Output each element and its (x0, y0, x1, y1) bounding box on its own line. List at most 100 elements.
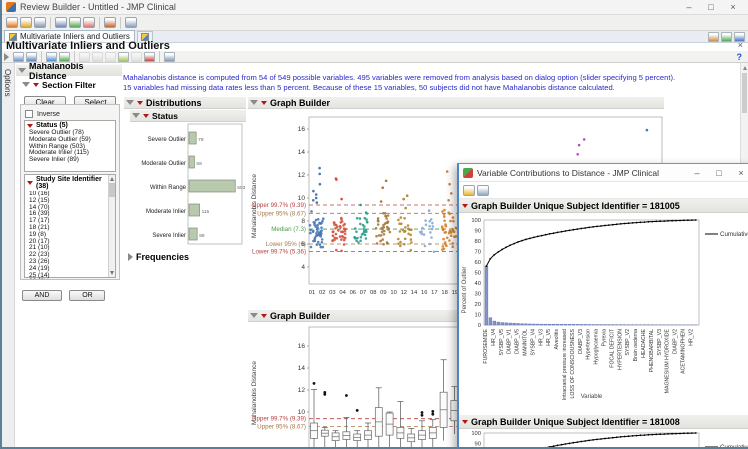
help-icon[interactable] (734, 32, 745, 42)
rerun-icon[interactable] (59, 51, 70, 62)
list-item[interactable]: Moderate Inlier (115) (29, 149, 89, 157)
red-triangle-menu-icon[interactable] (137, 100, 143, 105)
svg-text:50: 50 (475, 271, 481, 277)
scroll-thumb[interactable] (109, 183, 115, 197)
remove-icon[interactable] (83, 17, 95, 28)
disclosure-open-icon[interactable] (250, 100, 258, 105)
new-tab-button[interactable] (136, 31, 153, 42)
list-item[interactable]: 25 (14) (29, 271, 50, 279)
list-item[interactable]: 17 (17) (29, 217, 50, 225)
options-panel-strip[interactable]: Options (2, 63, 15, 447)
svg-text:14: 14 (298, 365, 306, 372)
check-icon[interactable] (721, 32, 732, 42)
list-item[interactable]: 16 (39) (29, 210, 50, 218)
disclosure-open-icon[interactable] (126, 100, 134, 105)
pareto-chart-181008[interactable]: 0102030405060708090100Cumulative Percent (459, 429, 748, 447)
list-item[interactable]: 24 (19) (29, 264, 50, 272)
red-triangle-menu-icon[interactable] (462, 419, 468, 424)
list-item[interactable]: 14 (70) (29, 203, 50, 211)
disclosure-open-icon[interactable] (250, 313, 258, 318)
settings-gear-icon[interactable] (125, 17, 137, 28)
list-item[interactable]: Within Range (503) (29, 142, 85, 150)
float-close-button[interactable]: × (738, 167, 744, 178)
scroll-down-icon[interactable] (110, 271, 114, 275)
disclosure-open-icon[interactable] (22, 82, 30, 87)
site-list-scrollbar[interactable] (108, 175, 115, 277)
close-report-icon[interactable] (164, 51, 175, 62)
new-review-icon[interactable] (6, 17, 18, 28)
float-title-bar[interactable]: Variable Contributions to Distance - JMP… (459, 164, 748, 182)
section-toolbar: ? (2, 50, 748, 63)
status-filter-list: Status (5) Severe Outlier (78) Moderate O… (24, 120, 116, 172)
subject-181008-header[interactable]: Graph Builder Unique Subject Identifier … (459, 415, 748, 429)
save-icon[interactable] (34, 17, 46, 28)
list-item[interactable]: 22 (23) (29, 251, 50, 259)
list-item[interactable]: 21 (10) (29, 244, 50, 252)
status-chart-header[interactable]: Status (130, 110, 246, 122)
list-item[interactable]: 19 (8) (29, 230, 46, 238)
disclosure-open-icon[interactable] (132, 113, 140, 118)
svg-text:MAGNESIUM HYDROXIDE: MAGNESIUM HYDROXIDE (665, 328, 671, 393)
scroll-thumb[interactable] (742, 73, 747, 113)
disclosure-open-icon[interactable] (18, 68, 26, 73)
status-bar-chart[interactable]: Severe Outlier 78 Moderate Outlier 59 Within… (124, 122, 246, 248)
lasso-icon[interactable] (477, 184, 489, 196)
help-icon[interactable]: ? (736, 51, 743, 62)
list-item[interactable]: 12 (15) (29, 196, 50, 204)
data-table-icon[interactable] (463, 184, 475, 196)
close-section-icon[interactable]: × (737, 40, 743, 50)
close-button[interactable]: × (730, 2, 736, 12)
list-item[interactable]: 23 (26) (29, 257, 50, 265)
svg-text:09: 09 (380, 290, 386, 296)
disclosure-collapsed-icon[interactable] (128, 253, 133, 261)
user-icon[interactable] (708, 32, 719, 42)
inverse-checkbox[interactable] (25, 110, 33, 118)
red-triangle-menu-icon[interactable] (27, 123, 33, 128)
tab-multivariate-inliers-outliers[interactable]: Multivariate Inliers and Outliers (4, 30, 135, 42)
svg-text:Upper 99.7% (9.39): Upper 99.7% (9.39) (252, 202, 306, 209)
maximize-button[interactable]: □ (708, 2, 714, 12)
list-item[interactable]: 18 (21) (29, 223, 50, 231)
list-item[interactable]: Moderate Outlier (59) (29, 135, 91, 143)
red-triangle-menu-icon[interactable] (462, 203, 468, 208)
svg-text:10: 10 (298, 409, 306, 416)
mahalanobis-outline-header[interactable]: Mahalanobis Distance (16, 63, 122, 81)
collapse-toolbar-icon[interactable] (4, 52, 9, 61)
svg-text:07: 07 (360, 290, 366, 296)
list-item[interactable]: Severe Inlier (89) (29, 156, 79, 164)
red-triangle-menu-icon[interactable] (27, 181, 33, 185)
new-section-icon[interactable] (26, 51, 37, 62)
add-graph-icon[interactable] (69, 17, 81, 28)
pareto-chart-181005[interactable]: 0 10 20 30 40 50 60 70 80 90 100 Percent of Outlier… (459, 213, 748, 410)
frequencies-header[interactable]: Frequencies (126, 251, 204, 263)
preview-icon[interactable] (55, 17, 67, 28)
list-item[interactable]: 10 (16) (29, 191, 50, 197)
restore-section-icon[interactable] (13, 51, 24, 62)
scroll-up-icon[interactable] (742, 66, 747, 70)
marker-icon[interactable] (118, 51, 129, 62)
red-triangle-menu-icon[interactable] (261, 313, 267, 318)
chart-icon[interactable] (104, 17, 116, 28)
or-button[interactable]: OR (69, 290, 106, 301)
red-triangle-menu-icon[interactable] (143, 113, 149, 118)
tab-bar: Multivariate Inliers and Outliers (2, 30, 748, 43)
graph-builder-1-header[interactable]: Graph Builder (248, 97, 664, 109)
distributions-header[interactable]: Distributions (124, 97, 246, 109)
red-triangle-menu-icon[interactable] (261, 100, 267, 105)
svg-text:HR_V3: HR_V3 (538, 329, 544, 346)
subject-181005-header[interactable]: Graph Builder Unique Subject Identifier … (459, 199, 748, 213)
list-item[interactable]: Severe Outlier (78) (29, 129, 84, 136)
open-icon[interactable] (20, 17, 32, 28)
refresh-icon[interactable] (46, 51, 57, 62)
scroll-up-icon[interactable] (110, 177, 114, 181)
minimize-button[interactable]: – (686, 2, 692, 12)
delete-section-icon[interactable] (144, 51, 155, 62)
float-minimize-button[interactable]: – (694, 167, 700, 178)
float-maximize-button[interactable]: □ (716, 167, 722, 178)
red-triangle-menu-icon[interactable] (33, 82, 39, 87)
svg-text:503: 503 (237, 185, 245, 191)
svg-text:Hypoglycaemia: Hypoglycaemia (594, 329, 600, 365)
and-button[interactable]: AND (22, 290, 62, 301)
list-item[interactable]: 20 (17) (29, 237, 50, 245)
section-filter-header[interactable]: Section Filter (22, 79, 122, 90)
